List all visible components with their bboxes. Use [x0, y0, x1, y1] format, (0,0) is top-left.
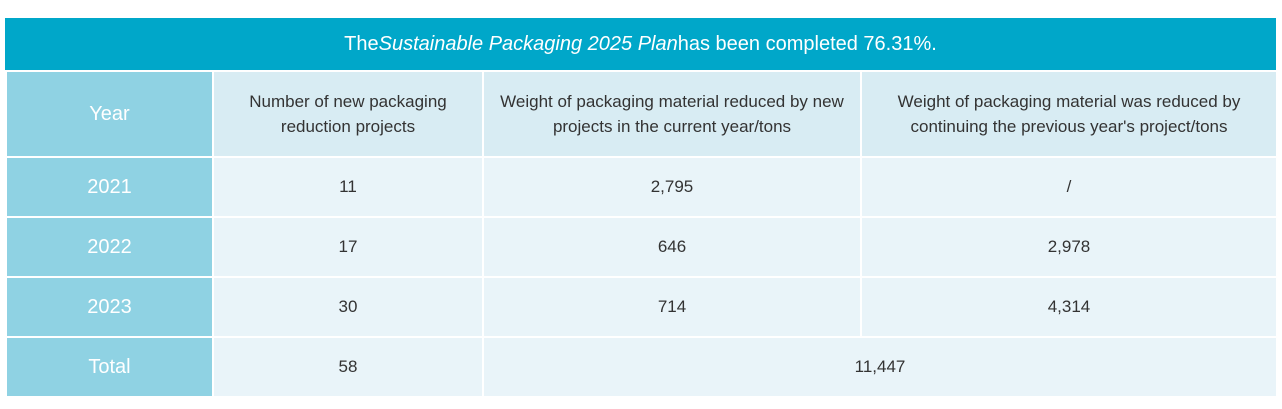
table-row: 2021 11 2,795 /: [5, 156, 1278, 218]
total-new-projects: 58: [212, 336, 484, 398]
row-new-projects: 30: [212, 276, 484, 338]
row-reduced-new: 714: [482, 276, 862, 338]
row-reduced-new: 2,795: [482, 156, 862, 218]
total-label: Total: [5, 336, 214, 398]
row-reduced-continuing: /: [860, 156, 1278, 218]
plan-completion-banner: The Sustainable Packaging 2025 Plan has …: [5, 18, 1276, 70]
row-year: 2021: [5, 156, 214, 218]
packaging-reduction-table: Year Number of new packaging reduction p…: [5, 70, 1278, 398]
header-year: Year: [5, 70, 214, 158]
row-year: 2022: [5, 216, 214, 278]
banner-prefix: The: [344, 32, 379, 55]
banner-suffix: has been completed 76.31%.: [677, 32, 937, 55]
packaging-plan-table-block: The Sustainable Packaging 2025 Plan has …: [5, 18, 1278, 398]
total-reduced-weight: 11,447: [482, 336, 1278, 398]
row-reduced-new: 646: [482, 216, 862, 278]
table-header-row: Year Number of new packaging reduction p…: [5, 70, 1278, 158]
banner-plan-name: Sustainable Packaging 2025 Plan: [378, 32, 678, 55]
table-total-row: Total 58 11,447: [5, 336, 1278, 398]
header-reduced-continuing: Weight of packaging material was reduced…: [860, 70, 1278, 158]
row-new-projects: 17: [212, 216, 484, 278]
row-year: 2023: [5, 276, 214, 338]
row-new-projects: 11: [212, 156, 484, 218]
row-reduced-continuing: 4,314: [860, 276, 1278, 338]
header-reduced-new: Weight of packaging material reduced by …: [482, 70, 862, 158]
row-reduced-continuing: 2,978: [860, 216, 1278, 278]
table-row: 2023 30 714 4,314: [5, 276, 1278, 338]
header-new-projects: Number of new packaging reduction projec…: [212, 70, 484, 158]
table-row: 2022 17 646 2,978: [5, 216, 1278, 278]
